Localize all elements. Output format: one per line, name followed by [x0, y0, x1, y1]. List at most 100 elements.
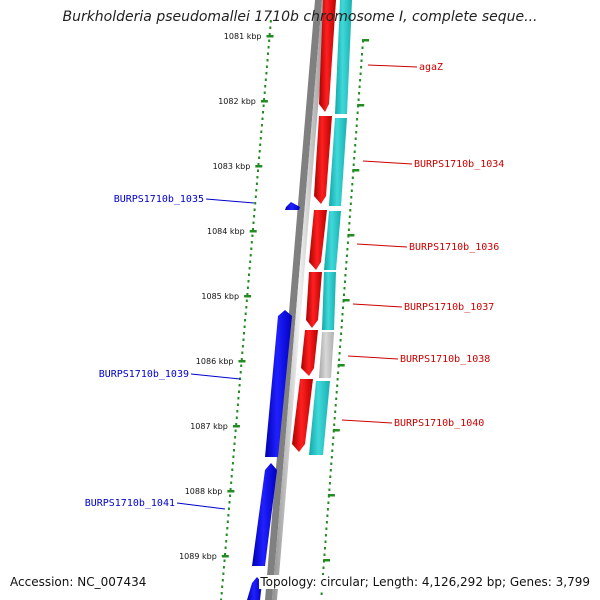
gene-BURPS1710b_1036[interactable] — [309, 210, 327, 270]
scale-dot — [240, 364, 243, 367]
label-BURPS1710b_1037[interactable]: BURPS1710b_1037 — [404, 302, 494, 313]
inner-dot — [349, 202, 352, 205]
scale-dot — [255, 182, 258, 185]
gene-BURPS1710b_1034[interactable] — [314, 116, 332, 204]
cds-track — [309, 0, 352, 455]
label-BURPS1710b_1038[interactable]: BURPS1710b_1038 — [400, 354, 490, 365]
scale-dot — [241, 345, 244, 348]
scale-tick-label: 1087 kbp — [190, 422, 228, 431]
inner-dot — [345, 261, 348, 264]
scale-dot — [226, 527, 229, 530]
scale-tick — [232, 425, 240, 428]
label-BURPS1710b_1039[interactable]: BURPS1710b_1039 — [99, 369, 189, 380]
gene-labels: agaZ BURPS1710b_1034 BURPS1710b_1036 BUR… — [85, 62, 505, 509]
scale-dot — [245, 299, 248, 302]
scale-dot — [250, 247, 253, 250]
scale-dot — [248, 273, 250, 276]
inner-dot — [338, 352, 341, 355]
inner-dot — [340, 332, 343, 335]
gene-BURPS1710b_1041[interactable] — [252, 463, 277, 566]
inner-dot — [335, 391, 338, 394]
inner-dot — [322, 573, 324, 576]
scale-dot — [250, 241, 253, 244]
cds-BURPS1710b_1038[interactable] — [319, 332, 334, 378]
inner-dot — [355, 124, 358, 127]
cds-BURPS1710b_1034[interactable] — [329, 118, 347, 206]
scale-dot — [254, 202, 257, 205]
label-BURPS1710b_1035[interactable]: BURPS1710b_1035 — [114, 194, 204, 205]
inner-dot — [331, 449, 334, 452]
gene-BURPS1710b_1035[interactable] — [285, 202, 300, 210]
scale-dot — [227, 507, 230, 510]
scale-tick-label: 1083 kbp — [213, 162, 251, 171]
cds-BURPS1710b_1037[interactable] — [322, 272, 336, 330]
gene-agaZ[interactable] — [319, 0, 336, 112]
accession-text: Accession: NC_007434 — [9, 575, 148, 589]
inner-dot — [356, 111, 359, 114]
scale-dot — [246, 286, 249, 289]
gene-BURPS1710b_1038[interactable] — [301, 330, 318, 376]
scale-dot — [269, 26, 272, 29]
leader-BURPS1710b_1038 — [347, 355, 399, 360]
scale-dot — [236, 403, 239, 406]
leader-BURPS1710b_1035 — [205, 198, 255, 204]
scale-dot — [249, 254, 252, 257]
scale-dot — [247, 280, 250, 283]
scale-dot — [252, 228, 254, 231]
scale-dot — [234, 429, 237, 432]
label-BURPS1710b_1041[interactable]: BURPS1710b_1041 — [85, 498, 175, 509]
cds-BURPS1710b_1040[interactable] — [309, 381, 330, 455]
scale-dot — [252, 221, 255, 224]
inner-dot — [350, 189, 353, 192]
inner-dot — [346, 241, 349, 244]
scale-dot — [253, 215, 256, 218]
label-agaZ[interactable]: agaZ — [419, 62, 443, 73]
inner-dot — [339, 345, 342, 348]
scale-dot — [253, 208, 256, 211]
leader-BURPS1710b_1037 — [352, 303, 403, 308]
scale-dot — [267, 46, 270, 49]
scale-dot — [246, 293, 249, 296]
inner-dot — [345, 254, 348, 257]
scale-dot — [263, 91, 266, 94]
scale-dot — [257, 169, 259, 172]
scale-dot — [245, 306, 248, 309]
leader-agaZ — [367, 64, 418, 68]
inner-dot — [350, 196, 353, 199]
scale-dot — [239, 371, 242, 374]
gene-BURPS1710b_1037[interactable] — [306, 272, 322, 328]
scale-dot — [223, 559, 226, 562]
scale-dot — [262, 111, 264, 114]
gene-reverse-partial[interactable] — [247, 577, 262, 600]
inner-tick — [362, 39, 370, 42]
label-BURPS1710b_1040[interactable]: BURPS1710b_1040 — [394, 418, 484, 429]
scale-dot — [224, 546, 227, 549]
inner-dot — [328, 488, 331, 491]
scale-dot — [264, 85, 267, 88]
scale-dot — [258, 150, 261, 153]
label-BURPS1710b_1034[interactable]: BURPS1710b_1034 — [414, 159, 504, 170]
reverse-strand-track — [247, 202, 300, 600]
cds-BURPS1710b_1036[interactable] — [324, 211, 341, 270]
scale-dot — [259, 143, 262, 146]
scale-dot — [251, 234, 254, 237]
scale-dot — [269, 20, 272, 23]
scale-dot — [221, 585, 224, 588]
scale-dot — [258, 156, 261, 159]
scale-dot — [244, 312, 247, 315]
scale-dot — [264, 78, 267, 81]
map-title: Burkholderia pseudomallei 1710b chromoso… — [62, 9, 538, 25]
scale-tick — [255, 165, 263, 168]
gene-BURPS1710b_1039[interactable] — [265, 310, 292, 457]
inner-dot — [329, 469, 332, 472]
cds-agaZ[interactable] — [335, 0, 352, 114]
scale-tick-label: 1081 kbp — [224, 32, 262, 41]
inner-tick — [352, 169, 360, 172]
label-BURPS1710b_1036[interactable]: BURPS1710b_1036 — [409, 242, 499, 253]
genome-summary-text: Topology: circular; Length: 4,126,292 bp… — [259, 575, 591, 589]
gene-BURPS1710b_1040[interactable] — [292, 379, 313, 452]
inner-dot — [335, 397, 338, 400]
scale-dot — [254, 195, 257, 198]
scale-tick-label: 1084 kbp — [207, 227, 245, 236]
